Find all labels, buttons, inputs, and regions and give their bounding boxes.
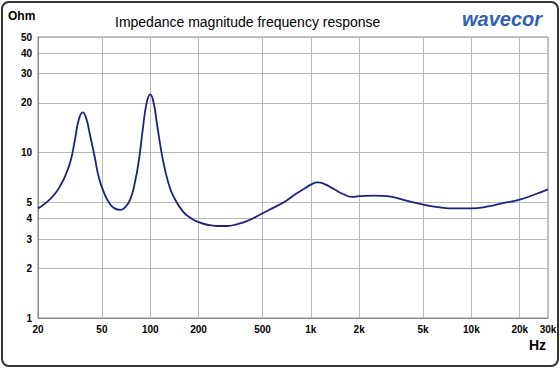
svg-text:5k: 5k (417, 324, 429, 335)
svg-text:10: 10 (21, 147, 33, 158)
svg-text:30k: 30k (540, 324, 557, 335)
svg-text:wavecor: wavecor (462, 8, 543, 30)
svg-text:Hz: Hz (529, 337, 546, 353)
svg-text:20: 20 (32, 324, 44, 335)
svg-text:40: 40 (21, 48, 33, 59)
svg-text:200: 200 (190, 324, 207, 335)
svg-text:3: 3 (26, 234, 32, 245)
svg-text:50: 50 (21, 32, 33, 43)
svg-text:30: 30 (21, 68, 33, 79)
svg-text:Impedance magnitude frequency: Impedance magnitude frequency response (115, 14, 381, 30)
svg-text:20k: 20k (511, 324, 528, 335)
svg-text:5: 5 (26, 197, 32, 208)
svg-text:20: 20 (21, 97, 33, 108)
svg-text:1: 1 (26, 313, 32, 324)
svg-text:1k: 1k (305, 324, 317, 335)
svg-text:4: 4 (26, 213, 32, 224)
svg-text:10k: 10k (463, 324, 480, 335)
svg-text:50: 50 (96, 324, 108, 335)
svg-text:100: 100 (142, 324, 159, 335)
svg-text:2: 2 (26, 263, 32, 274)
svg-text:500: 500 (254, 324, 271, 335)
svg-text:2k: 2k (354, 324, 366, 335)
svg-text:Ohm: Ohm (8, 9, 35, 23)
